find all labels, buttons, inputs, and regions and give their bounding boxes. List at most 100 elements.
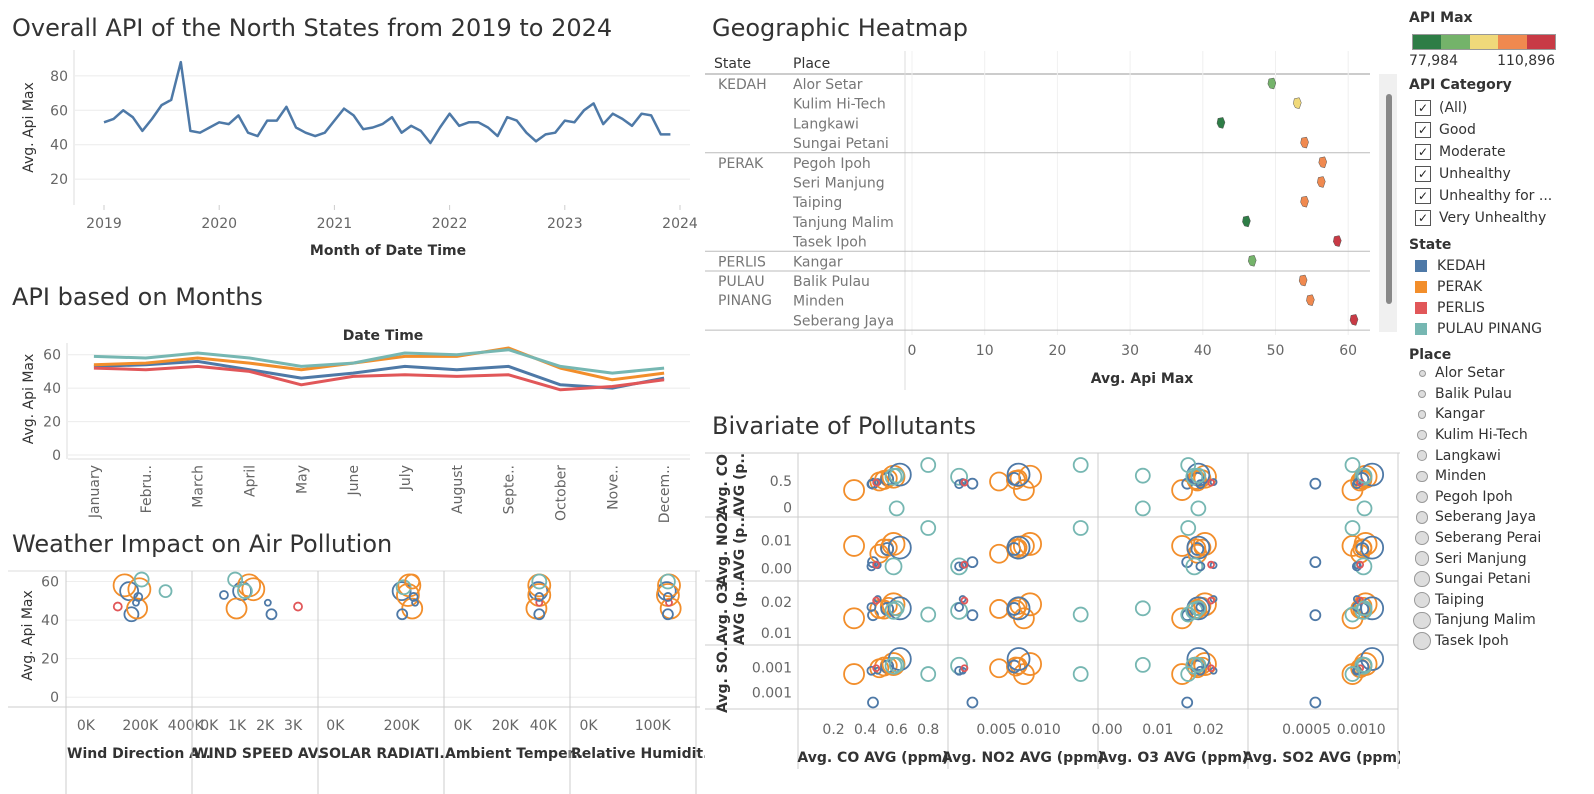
bivariate-point bbox=[1207, 596, 1215, 605]
place-legend-item[interactable]: Taiping bbox=[1409, 590, 1589, 611]
state-legend-item[interactable]: PERAK bbox=[1409, 276, 1589, 297]
bivariate-col-tick-label: 0.005 bbox=[976, 722, 1016, 738]
heatmap-mark bbox=[1247, 255, 1257, 267]
place-legend-item[interactable]: Tanjung Malim bbox=[1409, 610, 1589, 631]
weather-point bbox=[241, 577, 266, 602]
heatmap-place-label: Balik Pulau bbox=[793, 274, 870, 290]
api-max-gradient-step bbox=[1441, 35, 1470, 49]
weather-point bbox=[293, 601, 303, 612]
bivariate-point bbox=[1193, 532, 1217, 556]
bivariate-point bbox=[1018, 652, 1043, 676]
bivariate-col-tick-label: 0.010 bbox=[1021, 722, 1061, 738]
bivariate-point bbox=[1207, 664, 1215, 673]
bivariate-point bbox=[1072, 666, 1089, 682]
bivariate-point bbox=[950, 467, 969, 486]
api-max-gradient-step bbox=[1498, 35, 1527, 49]
overall-x-tick-label: 2020 bbox=[201, 216, 237, 232]
bivariate-point bbox=[888, 656, 905, 673]
checkbox-checked-icon[interactable]: ✓ bbox=[1415, 210, 1431, 226]
heatmap-x-tick-label: 40 bbox=[1194, 343, 1212, 359]
api-category-option[interactable]: ✓ Unhealthy for ... bbox=[1409, 185, 1589, 207]
state-legend-item[interactable]: PULAU PINANG bbox=[1409, 318, 1589, 339]
bivariate-point bbox=[1190, 656, 1207, 673]
place-legend-item[interactable]: Kangar bbox=[1409, 404, 1589, 425]
bivariate-point bbox=[1344, 520, 1361, 536]
months-x-tick-label: June bbox=[346, 465, 362, 497]
bivariate-row-tick-label: 0.02 bbox=[761, 595, 792, 611]
checkbox-checked-icon[interactable]: ✓ bbox=[1415, 144, 1431, 160]
api-category-option[interactable]: ✓ Very Unhealthy bbox=[1409, 207, 1589, 229]
heatmap-scrollbar-track[interactable] bbox=[1379, 74, 1397, 332]
heatmap-scrollbar-thumb[interactable] bbox=[1386, 94, 1392, 304]
state-legend: KEDAH PERAK PERLIS PULAU PINANG bbox=[1409, 255, 1589, 339]
checkbox-checked-icon[interactable]: ✓ bbox=[1415, 188, 1431, 204]
api-max-min-label: 77,984 bbox=[1409, 53, 1458, 69]
place-legend-item[interactable]: Seri Manjung bbox=[1409, 548, 1589, 569]
bivariate-point bbox=[989, 543, 1009, 564]
bivariate-point bbox=[872, 478, 881, 487]
weather-x-tick-label: 200K bbox=[384, 718, 421, 734]
heatmap-place-label: Seberang Jaya bbox=[793, 313, 894, 329]
heatmap-place-label: Tasek Ipoh bbox=[792, 235, 867, 251]
place-legend-item[interactable]: Minden bbox=[1409, 466, 1589, 487]
api-category-option[interactable]: ✓ Moderate bbox=[1409, 141, 1589, 163]
api-category-filter[interactable]: ✓ (All) ✓ Good ✓ Moderate ✓ Unhealthy ✓ Unhealthy… bbox=[1409, 97, 1589, 229]
weather-x-axis-label: Wind Direction A.. bbox=[67, 746, 211, 762]
api-category-option[interactable]: ✓ (All) bbox=[1409, 97, 1589, 119]
overall-api-line-chart[interactable]: 20 40 60 80 2019 2020 2021 2022 2023 2024 Month of… bbox=[0, 45, 705, 265]
overall-x-tick-label: 2022 bbox=[432, 216, 468, 232]
heatmap-mark bbox=[1306, 294, 1315, 306]
bivariate-point bbox=[1190, 500, 1207, 517]
overall-x-tick-label: 2024 bbox=[662, 216, 698, 232]
place-size-circle-icon bbox=[1418, 389, 1426, 398]
bivariate-point bbox=[872, 664, 881, 673]
place-legend-item[interactable]: Seberang Perai bbox=[1409, 528, 1589, 549]
heatmap-mark bbox=[1349, 314, 1359, 326]
place-legend-label: Seberang Jaya bbox=[1435, 509, 1537, 526]
weather-scatter-chart[interactable]: 0 20 40 60 Avg. Api Max 0K 200K 400K Wind Direct… bbox=[0, 563, 705, 794]
weather-y-tick-label: 0 bbox=[50, 690, 59, 706]
overall-x-tick-label: 2021 bbox=[317, 216, 353, 232]
monthly-api-line-chart[interactable]: Date Time 0 20 40 60 January Febru.. March April… bbox=[0, 315, 705, 525]
state-legend-item[interactable]: KEDAH bbox=[1409, 255, 1589, 276]
place-legend-item[interactable]: Kulim Hi-Tech bbox=[1409, 425, 1589, 446]
place-legend-label: Pegoh Ipoh bbox=[1435, 488, 1513, 505]
bivariate-point bbox=[920, 606, 937, 623]
weather-point bbox=[158, 584, 173, 599]
geographic-heatmap-chart[interactable]: State Place KEDAH Alor Setar Kulim Hi-Tech La… bbox=[705, 45, 1400, 395]
place-legend-item[interactable]: Langkawi bbox=[1409, 445, 1589, 466]
checkbox-checked-icon[interactable]: ✓ bbox=[1415, 122, 1431, 138]
bivariate-row-tick-label: 0.001 bbox=[752, 660, 792, 676]
heatmap-state-label: PINANG bbox=[718, 293, 772, 309]
bivariate-point bbox=[1193, 592, 1217, 617]
bivariate-col-tick-label: 0.6 bbox=[886, 722, 908, 738]
bivariate-point bbox=[888, 600, 905, 617]
bivariate-point bbox=[1018, 464, 1043, 489]
overall-y-tick-label: 20 bbox=[50, 172, 68, 188]
api-category-option[interactable]: ✓ Good bbox=[1409, 119, 1589, 141]
bivariate-point bbox=[866, 561, 877, 572]
weather-point bbox=[237, 583, 253, 600]
bivariate-point bbox=[1356, 560, 1365, 569]
place-legend-item[interactable]: Alor Setar bbox=[1409, 363, 1589, 384]
weather-x-tick-label: 0K bbox=[326, 718, 345, 734]
place-legend-item[interactable]: Pegoh Ipoh bbox=[1409, 487, 1589, 508]
weather-x-tick-label: 40K bbox=[530, 718, 558, 734]
place-legend-item[interactable]: Balik Pulau bbox=[1409, 384, 1589, 405]
bivariate-point bbox=[966, 556, 979, 569]
checkbox-checked-icon[interactable]: ✓ bbox=[1415, 100, 1431, 116]
state-legend-item[interactable]: PERLIS bbox=[1409, 297, 1589, 318]
place-legend-item[interactable]: Sungai Petani bbox=[1409, 569, 1589, 590]
place-legend-item[interactable]: Seberang Jaya bbox=[1409, 507, 1589, 528]
place-legend-item[interactable]: Tasek Ipoh bbox=[1409, 631, 1589, 652]
api-category-option[interactable]: ✓ Unhealthy bbox=[1409, 163, 1589, 185]
checkbox-checked-icon[interactable]: ✓ bbox=[1415, 166, 1431, 182]
heatmap-place-label: Kulim Hi-Tech bbox=[793, 97, 886, 113]
bivariate-point bbox=[1344, 666, 1361, 682]
bivariate-point bbox=[1344, 606, 1361, 623]
weather-point bbox=[396, 583, 420, 607]
bivariate-point bbox=[1360, 535, 1385, 560]
bivariate-col-tick-label: 0.0010 bbox=[1337, 722, 1386, 738]
place-legend-label: Alor Setar bbox=[1435, 365, 1505, 382]
